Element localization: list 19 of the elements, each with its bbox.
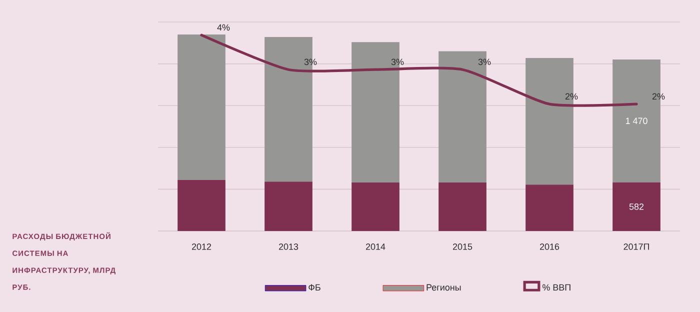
x-tick-label: 2013: [278, 244, 298, 250]
bar: [438, 182, 486, 231]
bar: [178, 34, 226, 180]
data-label: 4%: [217, 24, 230, 31]
bar: [526, 184, 574, 231]
bar: [264, 182, 312, 231]
legend-label: Регионы: [426, 284, 461, 291]
bar: [352, 182, 400, 231]
bar: [178, 180, 226, 231]
data-label: 1 470: [626, 118, 648, 124]
x-tick-label: 2016: [540, 244, 560, 250]
x-tick-label: 2014: [366, 244, 386, 250]
bar: [612, 182, 660, 231]
x-tick-label: 2012: [192, 244, 212, 250]
x-tick-label: 2017П: [624, 244, 649, 250]
data-label: 582: [629, 203, 644, 210]
legend-label: % ВВП: [542, 284, 570, 291]
x-tick-label: 2015: [452, 244, 472, 250]
legend-label: ФБ: [308, 284, 320, 291]
